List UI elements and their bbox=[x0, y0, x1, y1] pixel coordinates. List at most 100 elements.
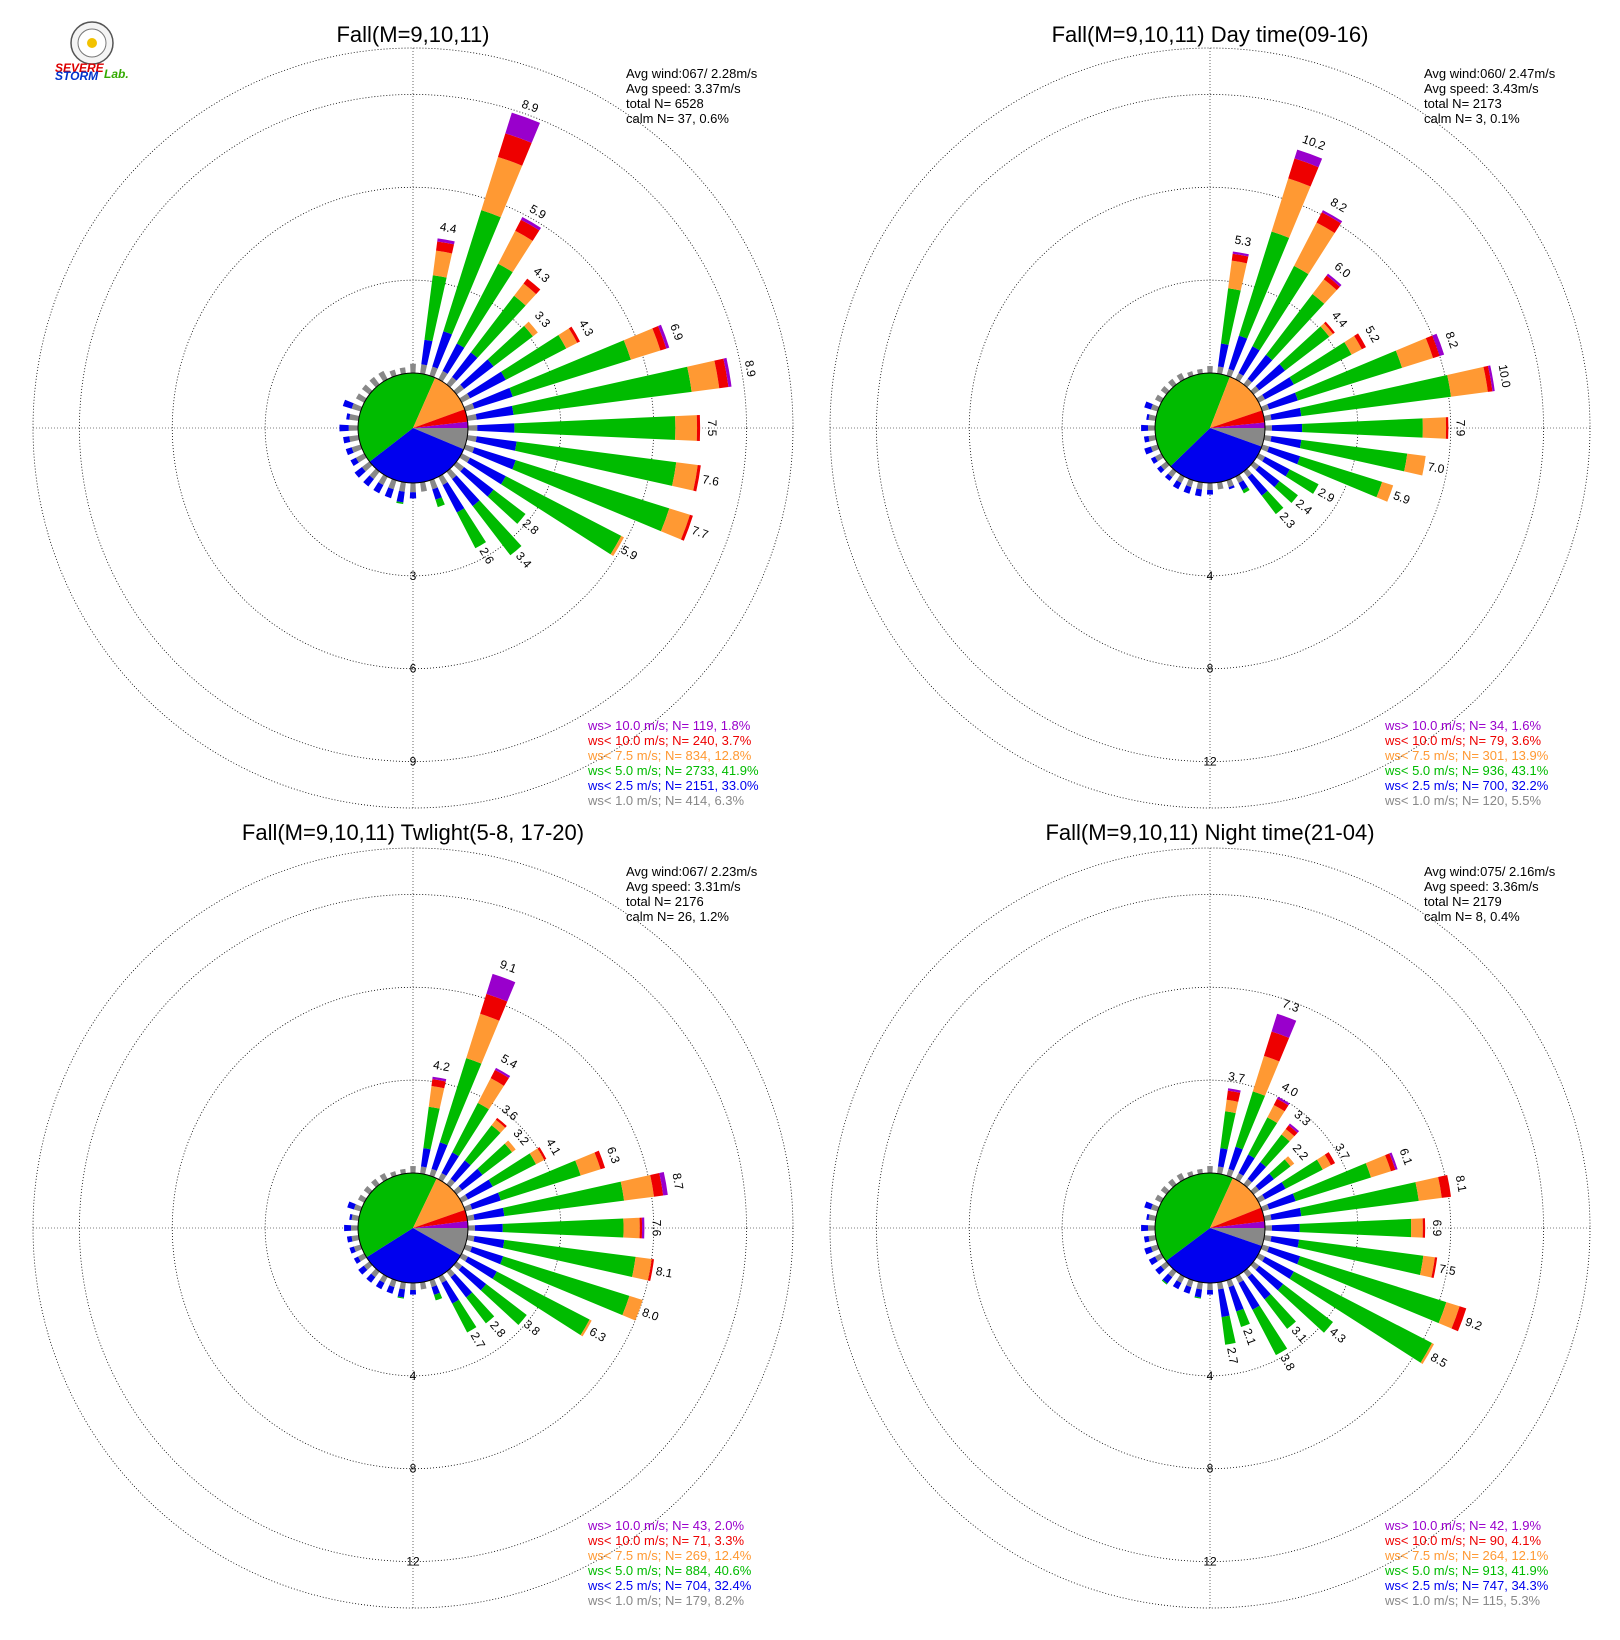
bar-seg-60-2 bbox=[1281, 1159, 1323, 1189]
bar-seg-40-5 bbox=[1288, 1123, 1300, 1133]
bar-seg-80-3 bbox=[620, 1174, 655, 1201]
stat-avg-wind: Avg wind:075/ 2.16m/s bbox=[1424, 864, 1556, 879]
bar-seg-120-3 bbox=[1420, 1343, 1435, 1364]
bar-seg-240-0 bbox=[1154, 453, 1164, 462]
bar-seg-180-1 bbox=[409, 492, 417, 499]
bar-seg-200-1 bbox=[386, 1285, 395, 1294]
bar-seg-110-4 bbox=[1451, 1306, 1467, 1332]
bar-seg-20-4 bbox=[497, 133, 532, 166]
bar-seg-120-0 bbox=[459, 1253, 469, 1262]
bar-seg-80-0 bbox=[1263, 1214, 1272, 1221]
bar-seg-120-1 bbox=[465, 1256, 497, 1279]
bar-seg-90-1 bbox=[1271, 423, 1303, 433]
range-ring bbox=[79, 894, 747, 1562]
pie-slice-1 bbox=[1170, 428, 1262, 483]
bar-seg-260-0 bbox=[1148, 1235, 1157, 1242]
bar-seg-260-1 bbox=[343, 436, 351, 444]
bar-seg-270-0 bbox=[348, 425, 359, 431]
bar-seg-190-2 bbox=[397, 1296, 404, 1299]
legend-entry: ws< 2.5 m/s; N= 2151, 33.0% bbox=[587, 778, 759, 793]
bar-value-label: 7.9 bbox=[1453, 420, 1467, 437]
pie-outline bbox=[357, 372, 469, 484]
bar-seg-70-2 bbox=[1295, 350, 1403, 401]
bar-seg-10-3 bbox=[428, 1085, 445, 1109]
bar-seg-220-0 bbox=[369, 468, 380, 480]
bar-seg-110-0 bbox=[463, 1244, 473, 1252]
ring-label: 12 bbox=[1203, 1555, 1217, 1569]
legend-entry: ws< 1.0 m/s; N= 115, 5.3% bbox=[1384, 1593, 1541, 1608]
bar-seg-120-2 bbox=[1289, 1271, 1432, 1363]
bar-seg-10-2 bbox=[424, 275, 447, 342]
bar-value-label: 3.8 bbox=[1277, 1352, 1298, 1374]
bar-seg-190-0 bbox=[1196, 481, 1203, 490]
legend-entry: ws< 1.0 m/s; N= 120, 5.5% bbox=[1384, 793, 1542, 808]
bar-seg-70-3 bbox=[1365, 1155, 1391, 1178]
bar-seg-70-0 bbox=[1260, 1204, 1270, 1212]
bar-value-label: 10.2 bbox=[1301, 132, 1328, 153]
bar-seg-190-0 bbox=[398, 481, 406, 492]
wind-rose-panel-3: 4 8 12 4.2 9.1 5.4 3.63.2 4.1 6.3 8.7 7.6 8.1 8.0 6.3… bbox=[32, 820, 794, 1609]
bar-value-label: 3.6 bbox=[499, 1102, 521, 1124]
bar-seg-190-0 bbox=[1196, 1281, 1203, 1290]
legend-entry: ws< 5.0 m/s; N= 936, 43.1% bbox=[1384, 763, 1549, 778]
bar-value-label: 2.8 bbox=[487, 1318, 509, 1340]
bar-seg-240-0 bbox=[357, 1253, 367, 1262]
bar-seg-300-0 bbox=[1154, 394, 1164, 403]
bar-seg-90-4 bbox=[639, 1217, 643, 1239]
legend-entry: ws< 1.0 m/s; N= 179, 8.2% bbox=[587, 1593, 745, 1608]
bar-seg-280-0 bbox=[351, 1214, 360, 1221]
panel-title: Fall(M=9,10,11) bbox=[336, 22, 489, 47]
bar-value-label: 5.9 bbox=[527, 202, 549, 223]
legend-entry: ws< 7.5 m/s; N= 264, 12.1% bbox=[1384, 1548, 1549, 1563]
pie-slice-1 bbox=[1165, 1228, 1262, 1284]
bar-seg-120-3 bbox=[610, 535, 624, 557]
bar-seg-260-0 bbox=[349, 435, 360, 443]
bar-seg-90-5 bbox=[641, 1217, 645, 1239]
stat-calm: calm N= 3, 0.1% bbox=[1424, 111, 1520, 126]
bar-seg-140-0 bbox=[1243, 1268, 1252, 1278]
bar-seg-210-0 bbox=[1176, 1274, 1185, 1284]
pie-slice-2 bbox=[358, 1173, 437, 1258]
bar-seg-110-3 bbox=[1376, 481, 1394, 502]
pie-slice-2 bbox=[1155, 373, 1230, 467]
bar-seg-20-3 bbox=[1252, 1055, 1280, 1096]
pie-slice-1 bbox=[366, 1228, 461, 1283]
bar-seg-60-0 bbox=[459, 393, 471, 403]
bar-seg-130-0 bbox=[453, 461, 465, 472]
bar-seg-220-1 bbox=[1162, 1273, 1173, 1284]
bar-seg-40-2 bbox=[470, 295, 526, 358]
bar-seg-250-1 bbox=[349, 1246, 356, 1254]
bar-seg-110-3 bbox=[622, 1295, 643, 1321]
bar-seg-90-2 bbox=[514, 416, 676, 440]
bar-value-label: 3.4 bbox=[513, 549, 535, 571]
bar-value-label: 7.7 bbox=[690, 523, 711, 542]
bar-seg-100-0 bbox=[466, 1235, 475, 1242]
bar-seg-100-3 bbox=[1419, 1255, 1435, 1278]
bar-seg-120-2 bbox=[492, 1271, 590, 1336]
bar-seg-20-4 bbox=[480, 993, 508, 1021]
bar-seg-280-1 bbox=[349, 1213, 353, 1221]
pie-outline bbox=[1154, 372, 1266, 484]
bar-seg-30-4 bbox=[515, 219, 540, 241]
bar-seg-150-2 bbox=[1252, 1305, 1288, 1356]
bar-seg-20-0 bbox=[429, 1168, 437, 1178]
bar-seg-150-0 bbox=[438, 1274, 447, 1284]
ring-label: 3 bbox=[410, 569, 417, 583]
bar-seg-20-4 bbox=[1288, 158, 1319, 187]
bar-seg-230-0 bbox=[1160, 461, 1170, 470]
range-ring bbox=[968, 186, 1452, 670]
legend-entry: ws< 1.0 m/s; N= 414, 6.3% bbox=[587, 793, 745, 808]
bar-seg-240-1 bbox=[353, 1256, 361, 1264]
bar-seg-210-0 bbox=[378, 474, 388, 486]
bar-seg-80-3 bbox=[687, 360, 720, 392]
legend-entry: ws> 10.0 m/s; N= 119, 1.8% bbox=[587, 718, 751, 733]
bar-value-label: 4.3 bbox=[1327, 1325, 1349, 1347]
ring-label: 8 bbox=[1207, 662, 1214, 676]
bar-seg-200-1 bbox=[1183, 1285, 1192, 1294]
bar-seg-30-3 bbox=[1294, 222, 1335, 275]
bar-seg-250-0 bbox=[1150, 444, 1160, 452]
bar-seg-70-3 bbox=[1395, 338, 1434, 368]
bar-value-label: 9.1 bbox=[498, 957, 519, 976]
range-ring bbox=[79, 94, 747, 762]
